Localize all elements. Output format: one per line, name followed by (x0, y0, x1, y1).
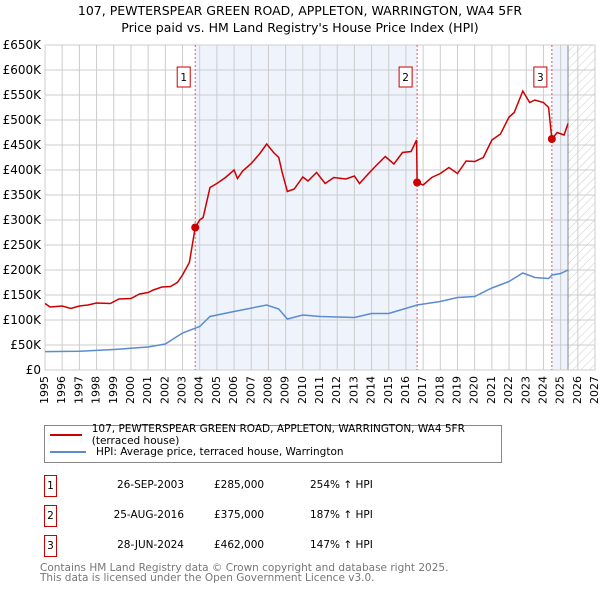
plot-border (44, 44, 596, 371)
series-line (44, 89, 569, 310)
sale-label: 2 (402, 72, 409, 84)
x-tick-label: 2025 (554, 376, 567, 404)
x-tick-label: 1997 (72, 376, 85, 404)
sale-point (547, 135, 556, 143)
y-tick-label: £300K (3, 213, 43, 227)
shaded-period-3 (551, 45, 569, 370)
x-tick-label: 2012 (330, 376, 343, 404)
x-tick-label: 2023 (519, 376, 532, 404)
y-tick-label: £650K (3, 38, 43, 52)
sale-label: 1 (180, 72, 187, 84)
x-tick-label: 2022 (502, 376, 515, 404)
y-tick-label: £50K (10, 338, 42, 352)
legend-label: 107, PEWTERSPEAR GREEN ROAD, APPLETON, W… (91, 423, 465, 447)
x-tick-label: 2019 (451, 376, 464, 404)
x-tick-label: 2010 (296, 376, 309, 404)
sale-price: £285,000 (214, 479, 265, 491)
y-tick-label: £100K (3, 313, 43, 327)
sale-hpi-change: 147% ↑ HPI (310, 539, 373, 551)
x-tick-label: 2020 (468, 376, 481, 404)
y-tick-label: £400K (3, 163, 43, 177)
sale-price: £462,000 (214, 539, 265, 551)
x-tick-label: 2015 (382, 376, 395, 404)
x-tick-label: 2018 (433, 376, 446, 404)
x-tick-label: 2009 (279, 376, 292, 404)
sale-label: 3 (537, 72, 544, 84)
sale-row: 1 26-SEP-2003 £285,000 254% ↑ HPI (44, 475, 544, 497)
sale-hpi-change: 254% ↑ HPI (310, 479, 373, 491)
sale-row: 3 28-JUN-2024 £462,000 147% ↑ HPI (44, 535, 544, 557)
sale-date: 26-SEP-2003 (116, 479, 184, 491)
series-line (44, 269, 569, 353)
sale-price: £375,000 (214, 509, 265, 521)
x-tick-label: 2027 (588, 376, 600, 404)
forecast-hatch (568, 45, 595, 370)
x-tick-label: 1999 (107, 376, 120, 404)
x-tick-label: 2026 (571, 376, 584, 404)
legend-label: HPI: Average price, terraced house, Warr… (96, 446, 344, 458)
x-tick-label: 1995 (38, 376, 51, 404)
x-tick-label: 2006 (227, 376, 240, 404)
x-tick-label: 2021 (485, 376, 498, 404)
x-tick-label: 2013 (347, 376, 360, 404)
footer-licence: This data is licensed under the Open Gov… (40, 572, 375, 584)
sale-row: 2 25-AUG-2016 £375,000 187% ↑ HPI (44, 505, 544, 527)
y-tick-label: £450K (3, 138, 43, 152)
y-tick-label: £550K (3, 88, 43, 102)
chart-title: 107, PEWTERSPEAR GREEN ROAD, APPLETON, W… (77, 3, 523, 18)
x-tick-label: 2005 (210, 376, 223, 404)
x-tick-label: 2003 (176, 376, 189, 404)
sale-point (413, 178, 422, 187)
sale-label-box (398, 66, 413, 88)
price-chart: 1995 1996 1997 1998 1999 2000 2001 2002 2003 2004… (3, 38, 600, 404)
red-line-swatch (50, 434, 82, 436)
sale-hpi-change: 187% ↑ HPI (310, 509, 373, 521)
blue-line-swatch (50, 451, 86, 453)
chart-subtitle: Price paid vs. HM Land Registry's House … (121, 20, 479, 35)
sale-number: 1 (44, 475, 57, 497)
legend: 107, PEWTERSPEAR GREEN ROAD, APPLETON, W… (44, 423, 502, 463)
y-tick-label: £200K (3, 263, 43, 277)
sale-date: 25-AUG-2016 (113, 509, 184, 521)
x-tick-label: 2011 (313, 376, 326, 404)
sale-number: 3 (44, 535, 57, 557)
y-tick-label: £600K (3, 63, 43, 77)
x-tick-label: 2008 (261, 376, 274, 404)
sale-label-box (533, 66, 548, 88)
sale-number: 2 (44, 505, 57, 527)
x-tick-label: 2014 (365, 376, 378, 404)
y-tick-label: £350K (3, 188, 43, 202)
x-tick-label: 2004 (193, 376, 206, 404)
x-tick-label: 2002 (158, 376, 171, 404)
x-tick-label: 1996 (55, 376, 68, 404)
x-tick-label: 2017 (416, 376, 429, 404)
x-tick-label: 2016 (399, 376, 412, 404)
x-tick-label: 1998 (90, 376, 103, 404)
x-tick-label: 2024 (536, 376, 549, 404)
y-tick-label: £500K (3, 113, 43, 127)
sale-label-box (176, 66, 191, 88)
y-tick-label: £250K (3, 238, 43, 252)
shaded-period-1 (195, 45, 418, 370)
x-tick-label: 2000 (124, 376, 137, 404)
sale-point (191, 223, 200, 232)
y-tick-label: £150K (3, 288, 43, 302)
x-tick-label: 2001 (141, 376, 154, 404)
y-tick-label: £0 (26, 363, 41, 377)
sale-date: 28-JUN-2024 (117, 539, 184, 551)
footer-copyright: Contains HM Land Registry data © Crown c… (40, 562, 449, 574)
x-tick-label: 2007 (244, 376, 257, 404)
legend-item-hpi: HPI: Average price, terraced house, Warr… (45, 444, 344, 460)
legend-item-property: 107, PEWTERSPEAR GREEN ROAD, APPLETON, W… (45, 423, 501, 447)
